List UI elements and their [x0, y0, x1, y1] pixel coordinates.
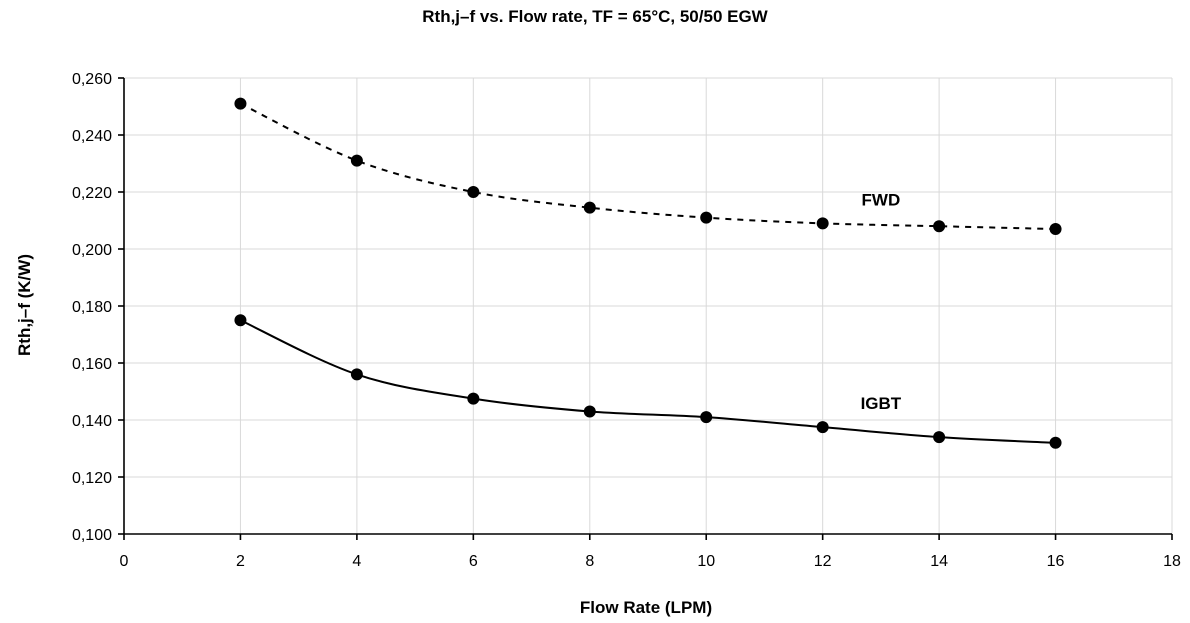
igbt-data-point	[350, 368, 363, 381]
y-tick-label: 0,240	[72, 128, 112, 145]
y-tick-label: 0,100	[72, 527, 112, 544]
fwd-data-point	[816, 217, 829, 230]
fwd-data-point	[350, 154, 363, 167]
y-tick-label: 0,120	[72, 470, 112, 487]
fwd-data-point	[1049, 223, 1062, 236]
fwd-data-point	[700, 211, 713, 224]
y-tick-label: 0,220	[72, 185, 112, 202]
igbt-data-point	[933, 431, 946, 444]
fwd-series-label: FWD	[862, 190, 901, 209]
x-tick-label: 16	[1047, 553, 1065, 570]
x-tick-label: 6	[469, 553, 478, 570]
y-tick-label: 0,260	[72, 71, 112, 88]
igbt-data-point	[583, 405, 596, 418]
x-tick-label: 10	[697, 553, 715, 570]
grid-layer	[124, 77, 1173, 534]
y-tick-label: 0,140	[72, 413, 112, 430]
x-tick-label: 8	[585, 553, 594, 570]
fwd-series-line	[240, 102, 1056, 231]
y-tick-label: 0,160	[72, 356, 112, 373]
fwd-data-point	[467, 186, 480, 198]
series-layer	[234, 97, 1062, 449]
x-tick-label: 2	[236, 553, 245, 570]
y-tick-label: 0,180	[72, 299, 112, 316]
x-tick-label: 0	[120, 553, 129, 570]
igbt-data-point	[234, 314, 247, 327]
igbt-series-label: IGBT	[861, 394, 902, 413]
x-axis-label: Flow Rate (LPM)	[580, 598, 712, 617]
x-tick-label: 14	[930, 553, 948, 570]
igbt-series-line	[240, 319, 1056, 444]
x-tick-label: 18	[1163, 553, 1181, 570]
x-tick-label: 12	[814, 553, 832, 570]
fwd-data-point	[234, 97, 247, 110]
chart-title: Rth,j–f vs. Flow rate, TF = 65°C, 50/50 …	[422, 7, 768, 26]
igbt-data-point	[816, 421, 829, 434]
igbt-data-point	[700, 411, 713, 424]
x-tick-label: 4	[352, 553, 361, 570]
axis-layer	[118, 77, 1173, 540]
fwd-data-point	[933, 220, 946, 233]
fwd-data-point	[583, 201, 596, 214]
igbt-data-point	[467, 392, 480, 405]
series-labels: FWD IGBT	[861, 190, 902, 413]
tick-labels: 0 2 4 6 8 10 12 14 16 18 0,100 0,120 0,140 0,160 0,180…	[72, 71, 1181, 570]
y-axis-label: Rth,j–f (K/W)	[15, 254, 34, 356]
igbt-data-point	[1049, 436, 1062, 449]
y-tick-label: 0,200	[72, 242, 112, 259]
